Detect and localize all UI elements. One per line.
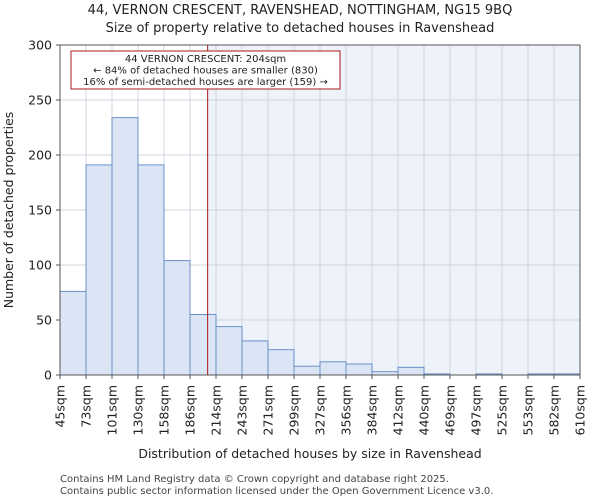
chart-subtitle: Size of property relative to detached ho… bbox=[106, 21, 495, 36]
x-tick-label: 130sqm bbox=[131, 385, 146, 435]
histogram-bar bbox=[267, 349, 295, 376]
histogram-bar bbox=[111, 117, 139, 376]
y-tick-label: 100 bbox=[28, 258, 52, 273]
footer-line-1: Contains HM Land Registry data © Crown c… bbox=[60, 474, 449, 485]
histogram-bar bbox=[85, 164, 113, 376]
y-axis-label: Number of detached properties bbox=[1, 112, 16, 309]
x-tick-label: 271sqm bbox=[261, 385, 276, 435]
x-tick-label: 497sqm bbox=[469, 385, 484, 435]
x-tick-label: 469sqm bbox=[443, 385, 458, 435]
y-tick-label: 0 bbox=[44, 368, 52, 383]
x-axis-label: Distribution of detached houses by size … bbox=[138, 446, 481, 461]
histogram-bar bbox=[397, 366, 425, 376]
x-tick-label: 158sqm bbox=[157, 385, 172, 435]
y-tick-label: 300 bbox=[28, 38, 52, 53]
x-tick-label: 610sqm bbox=[573, 385, 588, 435]
x-tick-label: 553sqm bbox=[521, 385, 536, 435]
x-tick-label: 412sqm bbox=[391, 385, 406, 435]
histogram-bar bbox=[241, 340, 269, 376]
x-tick-label: 214sqm bbox=[209, 385, 224, 435]
histogram-bar bbox=[137, 164, 165, 376]
chart-title: 44, VERNON CRESCENT, RAVENSHEAD, NOTTING… bbox=[88, 3, 513, 18]
x-tick-label: 73sqm bbox=[79, 385, 94, 428]
annotation-box bbox=[70, 50, 341, 90]
y-tick-label: 50 bbox=[36, 313, 52, 328]
footer-line-2: Contains public sector information licen… bbox=[60, 486, 493, 497]
x-tick-label: 45sqm bbox=[53, 385, 68, 428]
x-tick-label: 243sqm bbox=[235, 385, 250, 435]
x-tick-label: 186sqm bbox=[183, 385, 198, 435]
histogram-bar bbox=[189, 314, 217, 376]
annotation-line: 16% of semi-detached houses are larger (… bbox=[83, 77, 328, 88]
y-tick-label: 250 bbox=[28, 93, 52, 108]
histogram-bar bbox=[293, 365, 321, 376]
histogram-bar bbox=[215, 326, 243, 376]
histogram-bar bbox=[345, 363, 373, 376]
histogram-bar bbox=[163, 260, 191, 376]
x-tick-label: 384sqm bbox=[365, 385, 380, 435]
annotation-line: ← 84% of detached houses are smaller (83… bbox=[93, 66, 318, 77]
x-tick-label: 440sqm bbox=[417, 385, 432, 435]
x-tick-label: 299sqm bbox=[287, 385, 302, 435]
x-tick-label: 101sqm bbox=[105, 385, 120, 435]
annotation-line: 44 VERNON CRESCENT: 204sqm bbox=[125, 54, 286, 65]
x-tick-label: 356sqm bbox=[339, 385, 354, 435]
histogram-bar bbox=[319, 361, 347, 376]
y-tick-label: 150 bbox=[28, 203, 52, 218]
plot-area: 0 50 100 150 200 250 300 45sqm 73sqm 101sqm 130sqm… bbox=[28, 38, 587, 436]
y-tick-label: 200 bbox=[28, 148, 52, 163]
x-tick-label: 582sqm bbox=[547, 385, 562, 435]
x-tick-label: 525sqm bbox=[495, 385, 510, 435]
histogram-bar bbox=[59, 290, 87, 376]
x-tick-label: 327sqm bbox=[313, 385, 328, 435]
